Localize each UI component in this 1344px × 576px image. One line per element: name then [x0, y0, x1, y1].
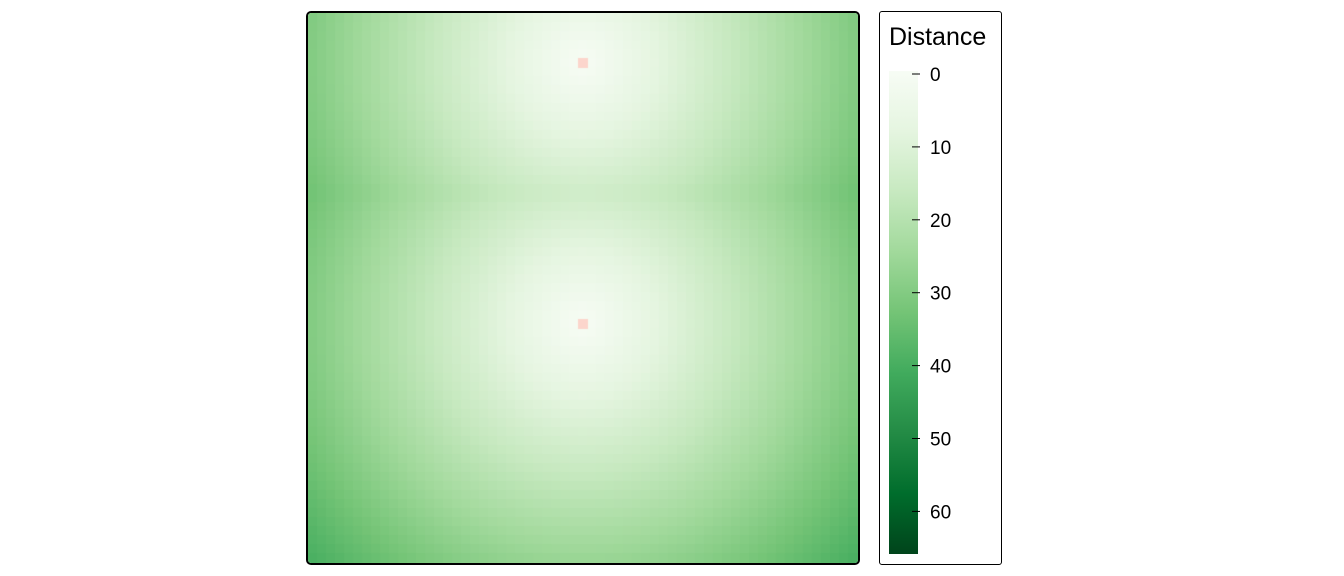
legend-tick-label: 60	[930, 502, 951, 523]
legend-tick-label: 40	[930, 357, 951, 378]
legend-tick-label: 10	[930, 138, 951, 159]
legend-tick-label: 30	[930, 284, 951, 305]
legend: Distance 0 10 20 30 40 50 60	[879, 11, 1002, 565]
distance-raster-map	[306, 11, 860, 565]
legend-tick-label: 20	[930, 211, 951, 232]
legend-title: Distance	[889, 23, 987, 51]
legend-tick-label: 50	[930, 430, 951, 451]
legend-colorbar: 0 10 20 30 40 50 60	[889, 65, 951, 554]
heatmap-cells	[308, 13, 858, 563]
legend-color-bar	[889, 71, 918, 554]
legend-tick-label: 0	[930, 65, 941, 86]
